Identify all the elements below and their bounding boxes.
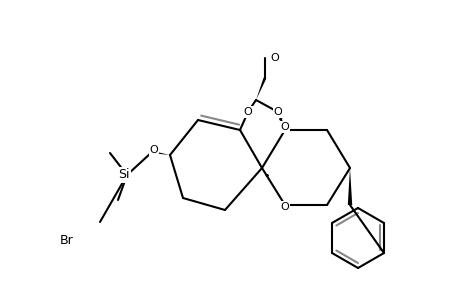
Text: O: O <box>149 145 158 155</box>
Text: O: O <box>273 107 282 117</box>
Text: O: O <box>280 122 289 132</box>
Polygon shape <box>347 168 352 205</box>
Text: Br: Br <box>60 233 74 247</box>
Text: O: O <box>280 202 289 212</box>
Text: O: O <box>269 53 278 63</box>
Polygon shape <box>151 151 170 155</box>
Text: Si: Si <box>118 169 129 182</box>
Polygon shape <box>256 77 266 100</box>
Text: O: O <box>243 107 252 117</box>
Text: •: • <box>263 171 270 181</box>
